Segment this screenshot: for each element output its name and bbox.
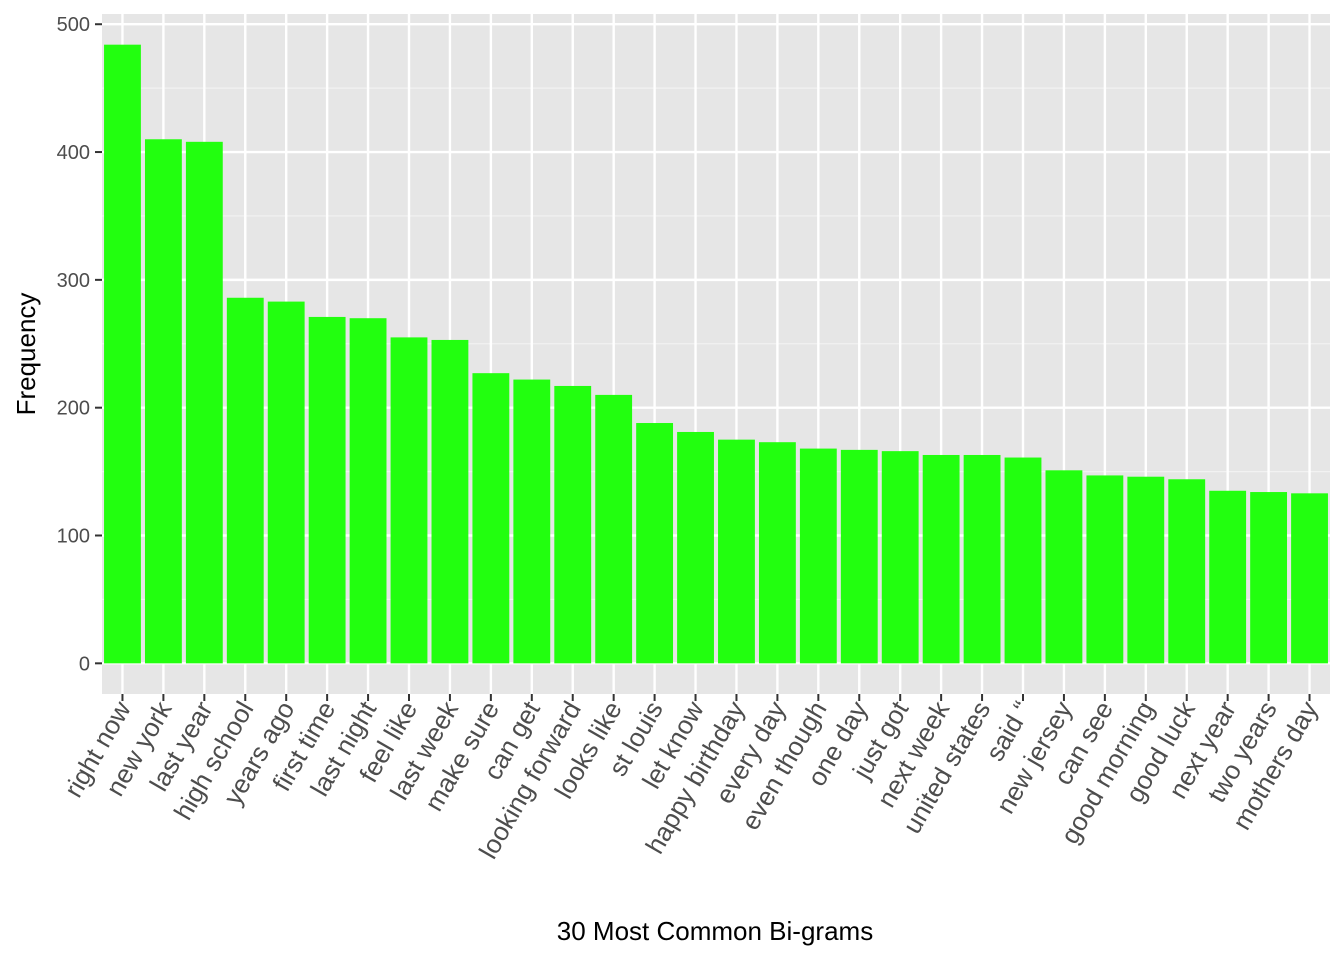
bar-first-time bbox=[308, 316, 346, 664]
bar-two-years bbox=[1250, 492, 1288, 664]
y-tick-label: 400 bbox=[57, 142, 90, 164]
plot-panel bbox=[102, 14, 1330, 694]
bar-said bbox=[1004, 457, 1042, 664]
bar-high-school bbox=[226, 297, 264, 664]
bar-happy-birthday bbox=[718, 439, 755, 664]
bar-looking-forward bbox=[554, 385, 592, 664]
bar-last-week bbox=[431, 339, 469, 664]
y-tick-label: 0 bbox=[79, 653, 90, 675]
bar-st-louis bbox=[636, 423, 674, 664]
bar-right-now bbox=[104, 44, 141, 664]
y-tick-label: 200 bbox=[57, 398, 90, 420]
bar-can-see bbox=[1086, 475, 1124, 664]
bar-new-jersey bbox=[1045, 470, 1083, 664]
bar-good-morning bbox=[1127, 476, 1165, 664]
bar-new-york bbox=[144, 139, 182, 664]
y-tick-label: 500 bbox=[57, 14, 90, 36]
bar-looks-like bbox=[595, 394, 633, 664]
bar-feel-like bbox=[390, 337, 428, 664]
bar-even-though bbox=[799, 448, 837, 664]
bar-every-day bbox=[758, 442, 796, 664]
bar-one-day bbox=[840, 449, 878, 664]
y-tick-label: 300 bbox=[57, 270, 90, 292]
bar-next-year bbox=[1209, 490, 1247, 664]
bar-last-night bbox=[349, 318, 387, 664]
bar-last-year bbox=[185, 141, 223, 664]
bar-good-luck bbox=[1168, 479, 1206, 664]
bar-years-ago bbox=[267, 301, 305, 664]
bar-mothers-day bbox=[1291, 493, 1328, 664]
x-axis-title: 30 Most Common Bi-grams bbox=[557, 916, 873, 946]
y-tick-label: 100 bbox=[57, 526, 90, 548]
bars bbox=[104, 44, 1328, 664]
bar-next-week bbox=[922, 454, 960, 664]
bar-let-know bbox=[677, 431, 714, 664]
bar-united-states bbox=[963, 454, 1001, 664]
bar-can-get bbox=[513, 379, 551, 664]
y-axis-title: Frequency bbox=[11, 293, 41, 416]
bar-just-got bbox=[881, 451, 919, 664]
y-axis: 0 100 200 300 400 500 bbox=[57, 14, 102, 675]
bar-make-sure bbox=[472, 373, 510, 664]
